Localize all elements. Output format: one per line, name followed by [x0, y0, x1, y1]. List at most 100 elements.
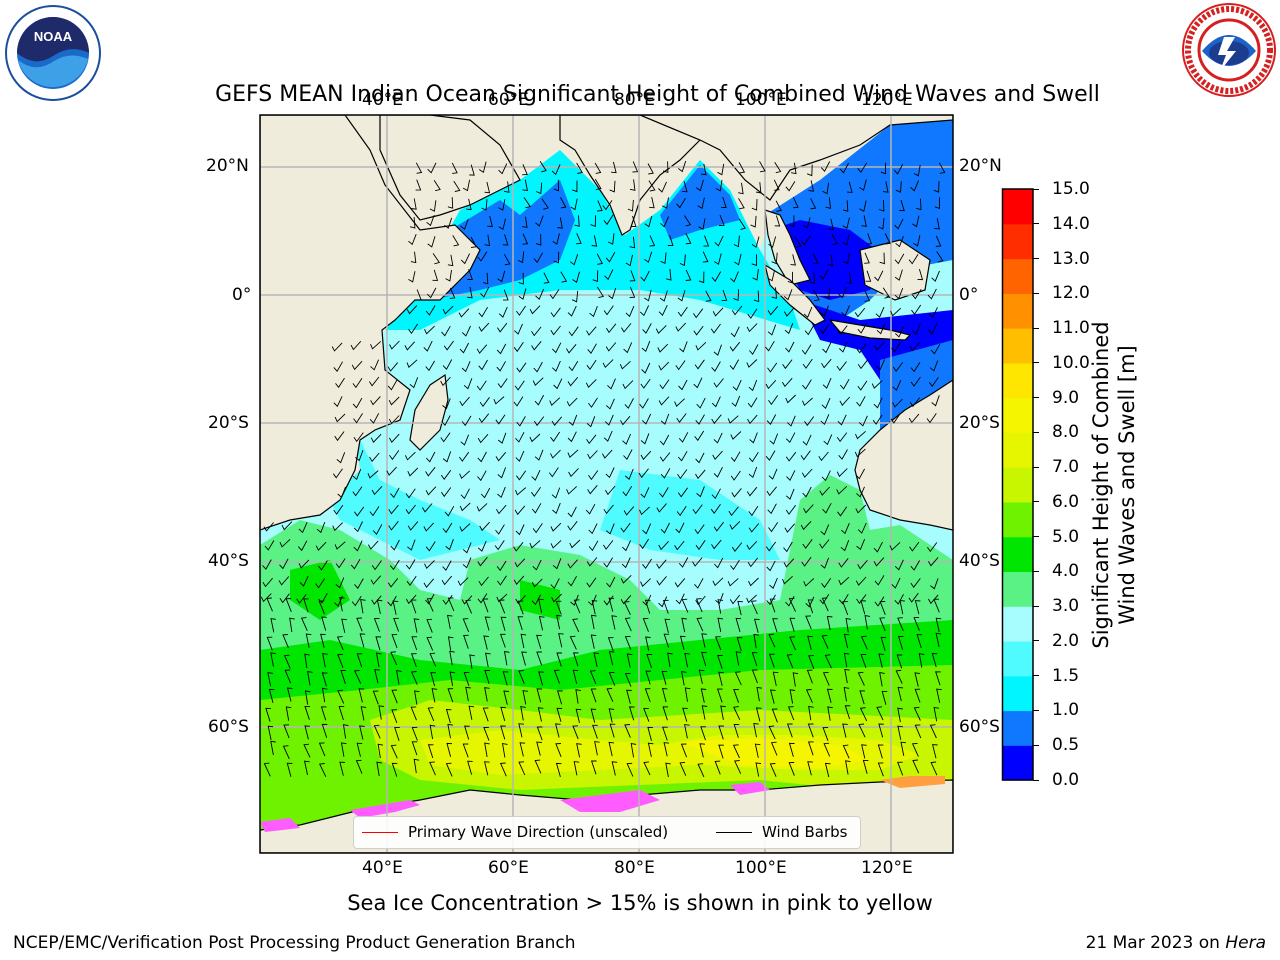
wind-barb [810, 198, 817, 210]
wind-barb [839, 162, 849, 174]
wind-barb [859, 179, 867, 191]
wind-barb [573, 599, 581, 614]
colorbar-segment [1002, 640, 1033, 677]
wind-and-wave-vectors [260, 160, 946, 778]
wind-barb [360, 598, 366, 614]
wind-barb [782, 575, 793, 585]
wind-barb [913, 706, 921, 721]
wind-barb [339, 761, 345, 776]
wind-barb [659, 379, 670, 390]
wind-barb [663, 633, 670, 648]
wind-barb [387, 379, 398, 391]
wind-barb [644, 599, 651, 614]
wind-barb [755, 762, 762, 777]
wind-barb [458, 308, 470, 318]
wind-barb [938, 162, 946, 174]
wind-barb [590, 708, 597, 723]
wind-barb [321, 616, 327, 631]
wind-barb [801, 556, 812, 567]
ocean-wave-height-field [260, 115, 953, 853]
wind-barb [445, 539, 454, 551]
wind-barb [644, 688, 651, 703]
wind-barb [453, 180, 461, 192]
wind-barb [733, 706, 741, 720]
wind-barb [714, 235, 724, 247]
wind-barb [910, 578, 921, 588]
wind-barb [785, 488, 795, 500]
wind-barb [732, 379, 742, 391]
wind-barb [660, 252, 667, 264]
colorbar-segment [1002, 467, 1033, 503]
wind-barb [624, 617, 632, 632]
wind-barb [550, 431, 560, 442]
colorbar-segment [1002, 328, 1033, 364]
wind-barb [765, 541, 777, 552]
wind-barb [262, 559, 272, 570]
wind-barb [667, 234, 674, 247]
wind-barb [718, 671, 724, 686]
wind-barb [894, 218, 904, 230]
left-tick-0: 0° [232, 285, 252, 305]
wind-barb [782, 359, 793, 370]
wind-barb [521, 651, 527, 666]
wind-barb [710, 323, 721, 334]
colorbar-tick-label: 14.0 [1052, 213, 1090, 234]
wind-barb [662, 706, 669, 721]
wind-barb [587, 450, 598, 460]
wind-barb [738, 182, 744, 195]
wind-barb [409, 216, 416, 229]
wind-barb [466, 198, 472, 211]
wind-barb [496, 343, 507, 355]
wind-barb [727, 415, 739, 424]
colorbar-label: Significant Height of Combined Wind Wave… [1079, 185, 1189, 785]
wind-barb [647, 726, 653, 741]
wind-barb [608, 597, 615, 612]
colorbar-tick-label: 6.0 [1052, 491, 1080, 512]
wind-barb [611, 161, 617, 174]
wind-barb [441, 575, 453, 586]
wind-barb [462, 542, 472, 554]
wind-barb [334, 595, 343, 607]
wind-barb [392, 600, 399, 615]
wind-barb [391, 709, 398, 724]
bottom-tick-60e: 60°E [488, 858, 529, 878]
wind-barb [390, 487, 400, 499]
wind-barb [551, 487, 561, 499]
wind-barb [914, 724, 922, 739]
wind-barb [432, 253, 441, 265]
wind-barb [529, 433, 541, 443]
legend-black-line [716, 831, 752, 833]
wind-barb [608, 651, 615, 666]
wind-barb [407, 539, 416, 551]
wind-barb [641, 340, 651, 353]
wind-barb [514, 558, 526, 568]
wind-barb [477, 593, 488, 604]
footer-date-text: 21 Mar 2023 on [1085, 933, 1226, 953]
wind-barb [783, 558, 795, 568]
wind-barb [556, 690, 563, 705]
wind-barb [333, 396, 343, 408]
colorbar-segment [1002, 675, 1033, 712]
wind-barb [897, 761, 904, 776]
right-tick-40s: 40°S [959, 551, 1000, 571]
wind-barb [819, 539, 830, 549]
wind-barb [774, 161, 782, 174]
wind-barb [792, 197, 799, 209]
wind-barb [440, 376, 451, 387]
wind-barb [911, 288, 922, 300]
wind-barb [567, 377, 579, 387]
wind-barb [756, 686, 763, 702]
colorbar-segment [1002, 536, 1033, 573]
wind-barb [318, 592, 328, 604]
wind-barb [460, 434, 470, 446]
wind-barb [567, 431, 577, 443]
wind-barb [775, 200, 782, 212]
wind-barb [534, 759, 542, 774]
wind-barb [339, 596, 345, 612]
wind-barb [880, 162, 887, 175]
wind-barb [843, 652, 850, 668]
wind-barb [576, 743, 582, 758]
wind-barb [879, 617, 886, 632]
wind-barb [893, 163, 904, 175]
wind-barb [772, 671, 779, 686]
